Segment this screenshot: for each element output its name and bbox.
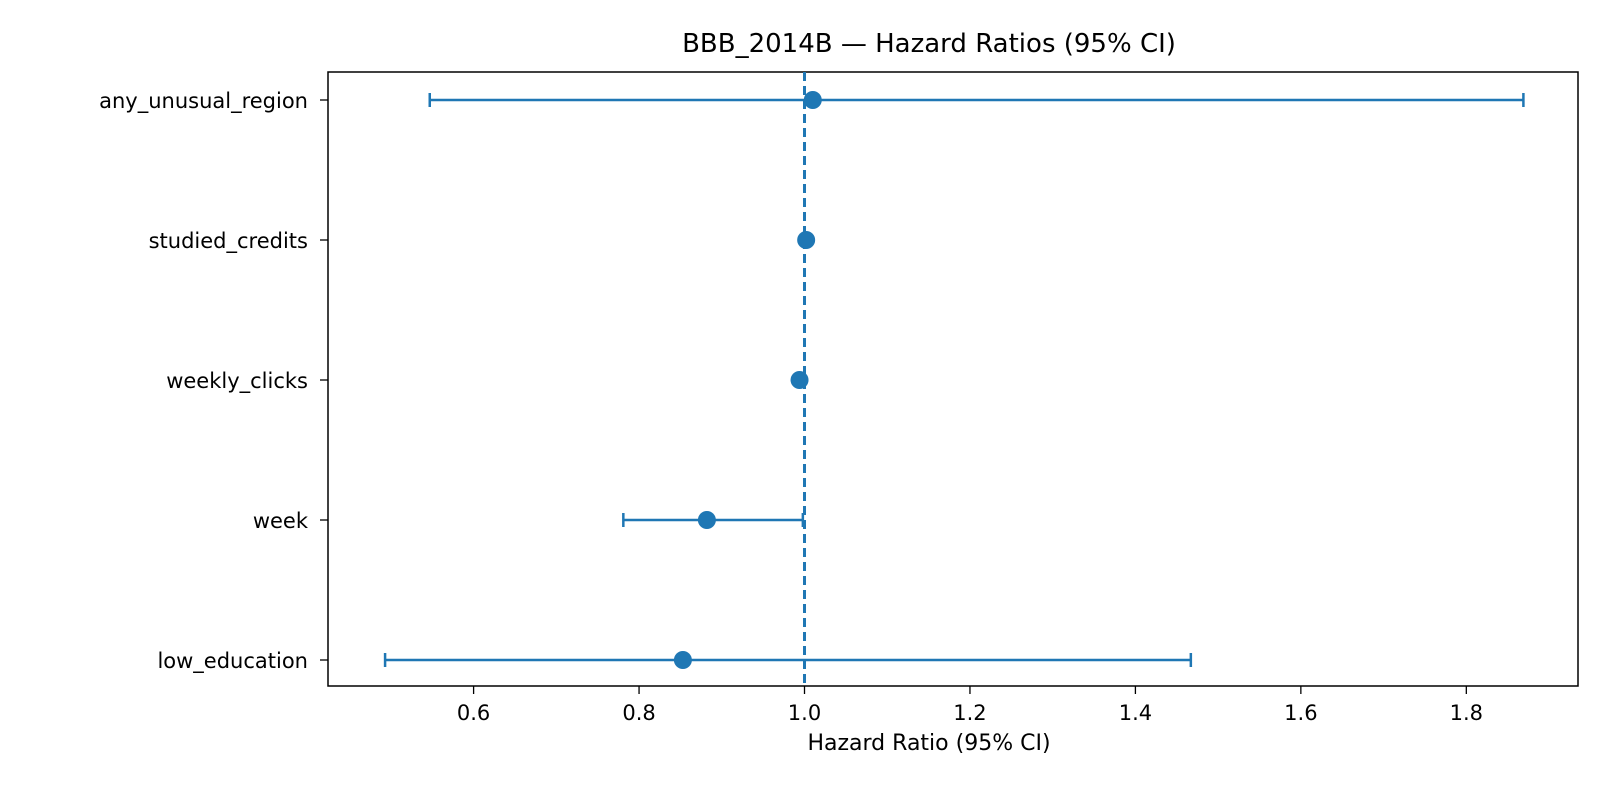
estimate-point xyxy=(673,651,692,669)
estimate-point xyxy=(797,231,816,249)
x-tick-label: 1.4 xyxy=(1119,701,1152,725)
x-tick-label: 1.6 xyxy=(1284,701,1317,725)
y-tick-label: any_unusual_region xyxy=(99,89,308,114)
y-tick-label: studied_credits xyxy=(149,229,308,254)
y-tick-label: week xyxy=(253,509,309,533)
estimate-point xyxy=(697,511,716,529)
x-tick-label: 1.2 xyxy=(953,701,986,725)
estimate-point xyxy=(803,91,822,109)
plot-frame xyxy=(327,71,1579,687)
x-tick-label: 1.0 xyxy=(788,701,821,725)
plot-area: 0.6 0.8 1.0 1.2 1.4 1.6 1.8 any_unusual_regions… xyxy=(99,71,1579,725)
estimate-point xyxy=(790,371,809,389)
x-tick-label: 0.8 xyxy=(622,701,655,725)
y-tick-label: weekly_clicks xyxy=(166,369,308,394)
x-axis-title: Hazard Ratio (95% CI) xyxy=(807,731,1050,756)
chart-title: BBB_2014B — Hazard Ratios (95% CI) xyxy=(682,29,1176,59)
y-tick-label: low_education xyxy=(157,649,308,674)
x-tick-label: 0.6 xyxy=(457,701,490,725)
x-tick-label: 1.8 xyxy=(1450,701,1483,725)
